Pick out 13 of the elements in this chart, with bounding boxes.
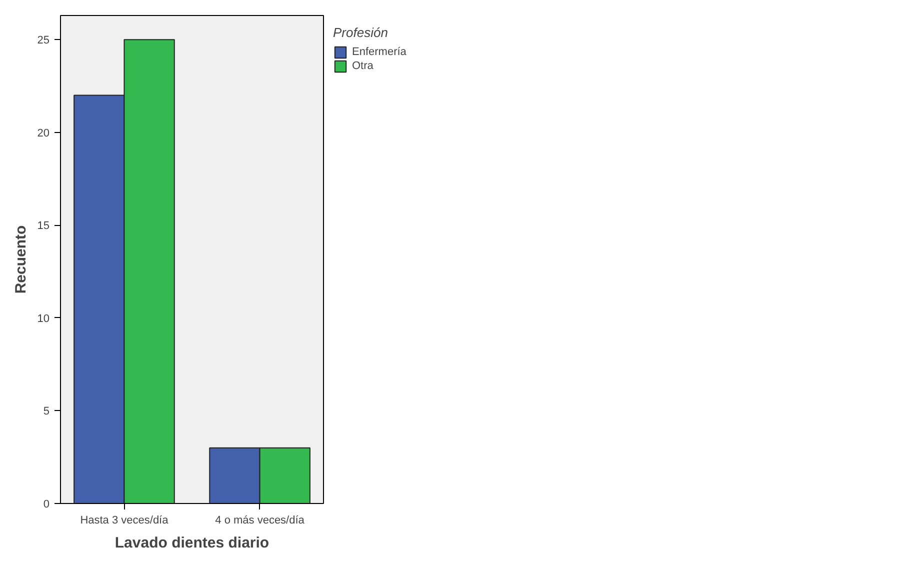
y-tick-label: 20: [37, 127, 50, 140]
y-axis-title: Recuento: [12, 225, 30, 294]
y-tick-label: 0: [43, 498, 50, 510]
legend-label: Enfermería: [352, 45, 406, 59]
x-tick-label: 4 o más veces/día: [215, 514, 306, 526]
y-tick-label: 5: [43, 406, 50, 418]
legend-title: Profesión: [333, 25, 389, 40]
y-tick-label: 15: [37, 220, 50, 232]
y-tick-label: 10: [37, 312, 50, 325]
x-axis-title: Lavado dientes diario: [114, 534, 270, 552]
x-tick-label: Hasta 3 veces/día: [80, 514, 170, 526]
legend-label: Otra: [352, 59, 374, 73]
y-tick-label: 25: [37, 34, 50, 47]
